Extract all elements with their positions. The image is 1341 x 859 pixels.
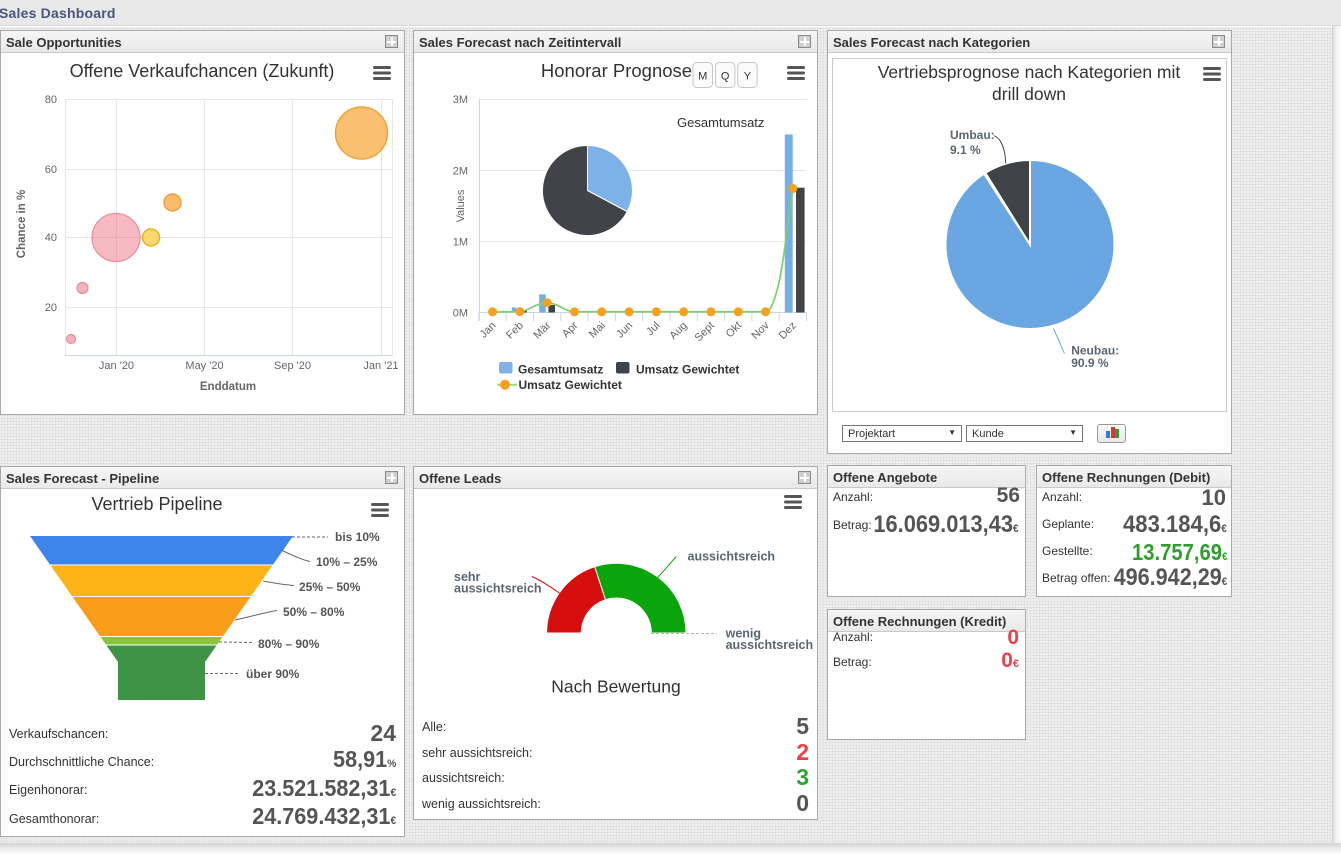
svg-text:Mai: Mai [587,320,608,341]
svg-text:Honorar Prognose: Honorar Prognose [541,60,692,81]
svg-text:Enddatum: Enddatum [200,381,256,393]
svg-text:Jun: Jun [614,320,635,341]
svg-text:Nov: Nov [749,319,772,342]
svg-text:Apr: Apr [560,319,581,340]
svg-text:wenig: wenig [725,627,761,641]
svg-text:M: M [698,71,707,83]
svg-text:Umbau:: Umbau: [950,128,995,142]
svg-text:40: 40 [45,232,57,244]
svg-text:80: 80 [45,94,57,106]
svg-text:May '20: May '20 [185,360,223,372]
svg-text:50% – 80%: 50% – 80% [283,605,345,619]
svg-text:Gesamtumsatz: Gesamtumsatz [677,115,764,130]
svg-text:Vertriebsprognose nach Kategor: Vertriebsprognose nach Kategorien mit [878,62,1181,82]
svg-text:Okt: Okt [724,320,745,341]
svg-text:60: 60 [45,164,57,176]
svg-text:über 90%: über 90% [246,667,300,681]
svg-text:aussichtsreich: aussichtsreich [726,638,814,652]
svg-text:Offene Verkaufchancen (Zukunft: Offene Verkaufchancen (Zukunft) [70,61,335,81]
svg-text:Y: Y [744,71,752,83]
svg-text:2M: 2M [453,166,468,178]
svg-text:80% – 90%: 80% – 90% [258,637,320,651]
svg-text:aussichtsreich: aussichtsreich [688,550,776,564]
svg-text:9.1 %: 9.1 % [950,143,981,157]
svg-text:Umsatz Gewichtet: Umsatz Gewichtet [636,363,739,377]
svg-text:Q: Q [721,71,730,83]
svg-text:90.9 %: 90.9 % [1071,356,1109,370]
svg-text:3M: 3M [453,94,468,106]
svg-text:Nach Bewertung: Nach Bewertung [551,677,680,697]
svg-text:Jan '21: Jan '21 [363,360,398,372]
svg-text:1M: 1M [453,237,468,249]
svg-text:sehr: sehr [454,570,481,584]
svg-text:bis 10%: bis 10% [335,530,380,544]
svg-text:20: 20 [45,302,57,314]
svg-text:25% – 50%: 25% – 50% [299,580,361,594]
svg-text:drill down: drill down [992,84,1066,104]
svg-text:0M: 0M [453,308,468,320]
svg-text:Jan '20: Jan '20 [99,360,134,372]
svg-text:Vertrieb Pipeline: Vertrieb Pipeline [91,494,222,514]
svg-text:Dez: Dez [777,320,799,342]
svg-text:Umsatz Gewichtet: Umsatz Gewichtet [519,378,622,392]
svg-text:Sept: Sept [693,320,717,344]
svg-text:10% – 25%: 10% – 25% [316,555,378,569]
svg-text:Chance in %: Chance in % [16,190,28,258]
svg-text:Neubau:: Neubau: [1071,343,1119,357]
svg-text:Gesamtumsatz: Gesamtumsatz [518,363,603,377]
svg-text:Aug: Aug [667,320,689,342]
svg-text:Jan: Jan [478,320,499,341]
svg-text:aussichtsreich: aussichtsreich [454,582,542,596]
svg-text:Values: Values [455,189,467,222]
svg-text:Sep '20: Sep '20 [274,360,311,372]
svg-text:Jul: Jul [644,320,662,338]
svg-text:Feb: Feb [504,320,526,342]
svg-text:Mär: Mär [531,319,553,341]
